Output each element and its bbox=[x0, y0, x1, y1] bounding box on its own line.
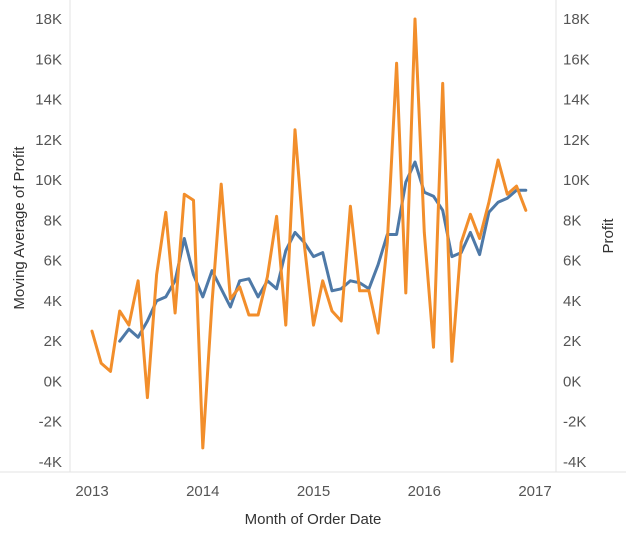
left-y-axis-title: Moving Average of Profit bbox=[11, 146, 28, 310]
right-y-tick-label: 6K bbox=[563, 253, 581, 270]
x-tick-label: 2017 bbox=[518, 483, 551, 500]
x-tick-label: 2016 bbox=[408, 483, 441, 500]
right-y-axis-title: Profit bbox=[600, 218, 617, 254]
right-y-tick-label: 18K bbox=[563, 11, 590, 28]
chart-axes bbox=[0, 0, 626, 473]
moving-average-line bbox=[118, 160, 528, 343]
left-y-tick-label: -4K bbox=[39, 454, 62, 471]
right-y-tick-label: 2K bbox=[563, 333, 581, 350]
right-y-tick-label: 14K bbox=[563, 92, 590, 109]
right-y-tick-label: 12K bbox=[563, 132, 590, 149]
profit-line bbox=[90, 17, 528, 450]
right-y-tick-labels: -4K -2K 0K 2K 4K 6K 8K 10K 12K 14K 16K 18K bbox=[563, 11, 590, 471]
left-y-tick-label: 12K bbox=[35, 132, 62, 149]
plot-area bbox=[90, 17, 528, 450]
left-y-tick-label: 0K bbox=[44, 373, 62, 390]
left-y-tick-label: 6K bbox=[44, 253, 62, 270]
right-y-tick-label: 16K bbox=[563, 51, 590, 68]
right-y-tick-label: -4K bbox=[563, 454, 586, 471]
left-y-tick-label: 4K bbox=[44, 293, 62, 310]
x-tick-label: 2015 bbox=[297, 483, 330, 500]
x-tick-labels: 2013 2014 2015 2016 2017 bbox=[75, 483, 551, 500]
left-y-tick-label: 14K bbox=[35, 92, 62, 109]
x-axis-title: Month of Order Date bbox=[245, 511, 382, 528]
left-y-tick-label: 16K bbox=[35, 51, 62, 68]
right-y-tick-label: 4K bbox=[563, 293, 581, 310]
right-y-tick-label: -2K bbox=[563, 414, 586, 431]
left-y-tick-label: 8K bbox=[44, 212, 62, 229]
right-y-tick-label: 10K bbox=[563, 172, 590, 189]
left-y-tick-label: -2K bbox=[39, 414, 62, 431]
right-y-tick-label: 8K bbox=[563, 212, 581, 229]
right-y-tick-label: 0K bbox=[563, 373, 581, 390]
left-y-tick-label: 2K bbox=[44, 333, 62, 350]
left-y-tick-label: 10K bbox=[35, 172, 62, 189]
x-tick-label: 2014 bbox=[186, 483, 219, 500]
left-y-tick-labels: -4K -2K 0K 2K 4K 6K 8K 10K 12K 14K 16K 18K bbox=[35, 11, 62, 471]
left-y-tick-label: 18K bbox=[35, 11, 62, 28]
x-tick-label: 2013 bbox=[75, 483, 108, 500]
